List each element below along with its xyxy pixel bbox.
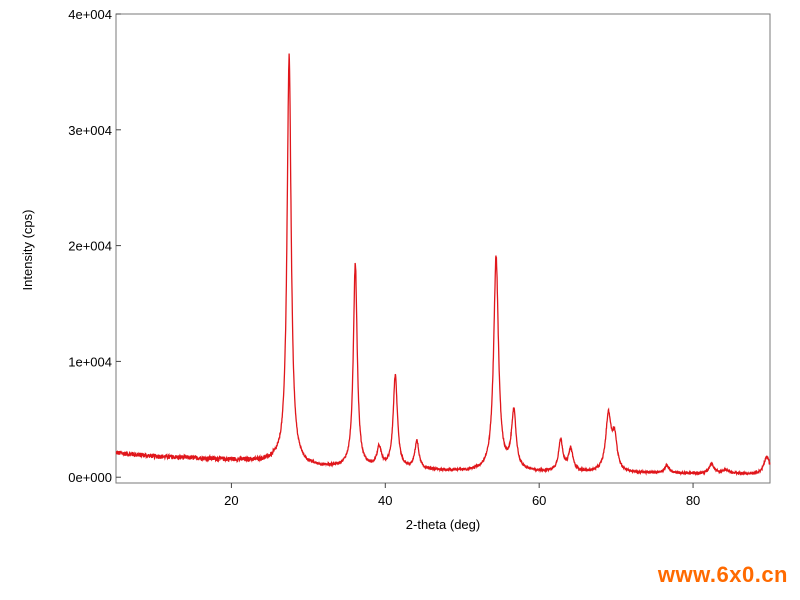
intensity-series-line [115, 53, 771, 477]
y-tick-label: 4e+004 [68, 7, 112, 22]
x-tick-label: 20 [224, 493, 238, 508]
x-axis: 20 40 60 80 [224, 483, 700, 508]
x-tick-label: 80 [686, 493, 700, 508]
y-tick-label: 1e+004 [68, 354, 112, 369]
y-tick-label: 2e+004 [68, 239, 112, 254]
y-axis-label: Intensity (cps) [20, 210, 35, 291]
y-tick-label: 3e+004 [68, 123, 112, 138]
y-tick-label: 0e+000 [68, 470, 112, 485]
x-tick-label: 40 [378, 493, 392, 508]
plot-frame [115, 13, 771, 484]
x-axis-label: 2-theta (deg) [406, 517, 480, 532]
x-tick-label: 60 [532, 493, 546, 508]
y-axis: 0e+000 1e+004 2e+004 3e+004 4e+004 [68, 7, 121, 485]
watermark-logo: www.6x0.cn [657, 562, 788, 587]
